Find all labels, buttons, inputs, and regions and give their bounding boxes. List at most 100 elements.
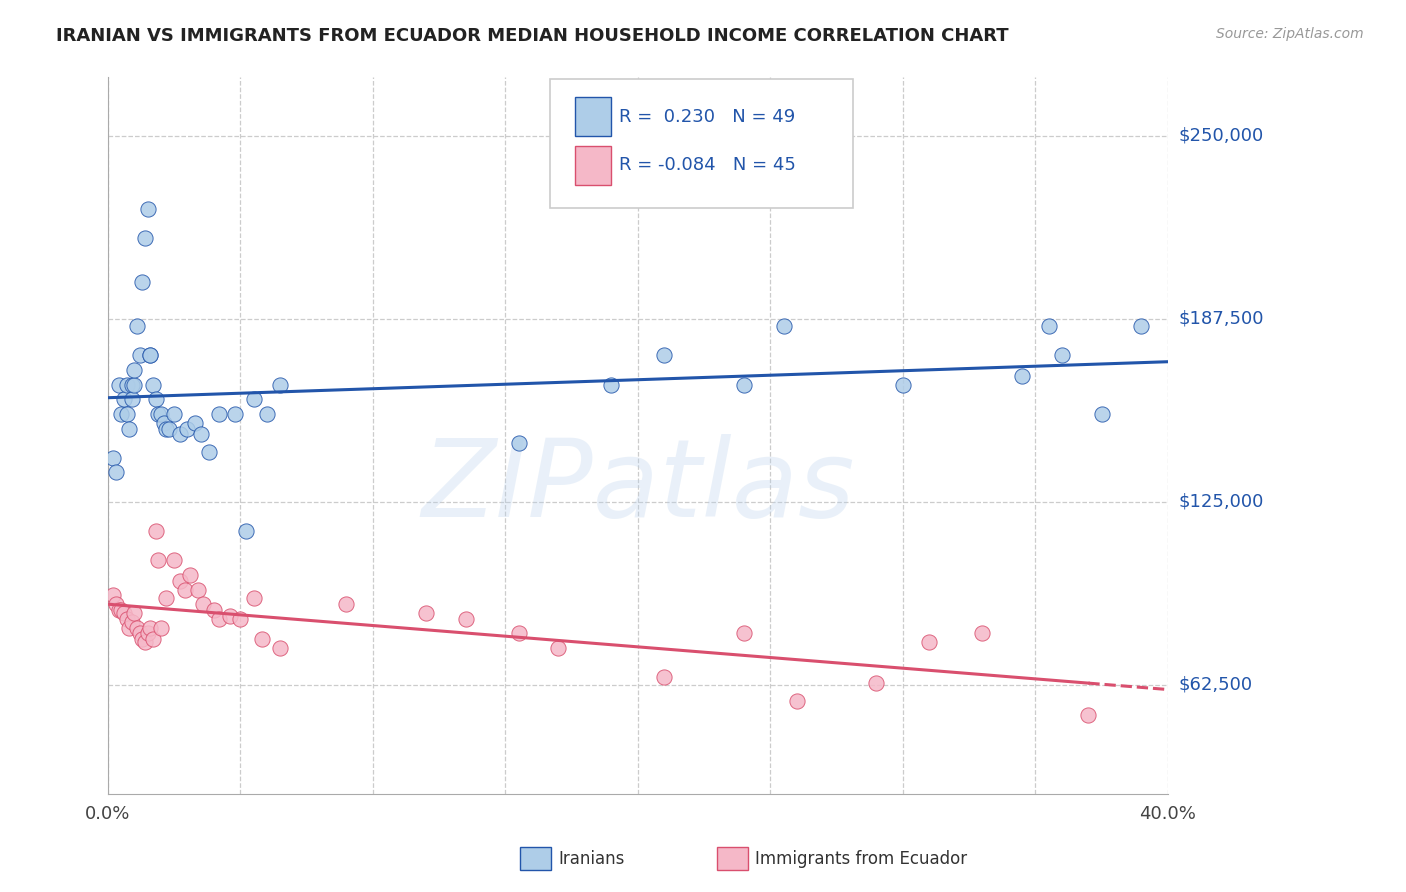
Point [1077,708,1099,723]
Point [115,377,138,392]
Point [128,626,150,640]
Point [155,421,177,435]
Point [176,421,198,435]
Point [128,348,150,362]
Point [115,612,138,626]
Point [139,348,162,362]
Point [148,407,170,421]
Point [145,524,167,538]
Point [163,553,186,567]
Point [107,603,129,617]
Point [124,606,146,620]
Point [131,632,153,647]
Point [654,670,676,684]
Point [142,377,165,392]
Point [415,606,437,620]
Point [202,603,225,617]
Text: IRANIAN VS IMMIGRANTS FROM ECUADOR MEDIAN HOUSEHOLD INCOME CORRELATION CHART: IRANIAN VS IMMIGRANTS FROM ECUADOR MEDIA… [56,27,1010,45]
Point [148,553,170,567]
Point [218,608,240,623]
Text: $187,500: $187,500 [1180,310,1264,328]
Point [256,407,278,421]
Point [169,574,191,588]
Point [152,416,174,430]
Point [124,363,146,377]
Text: $125,000: $125,000 [1180,492,1264,511]
Point [112,606,135,620]
Point [508,626,530,640]
Text: Immigrants from Ecuador: Immigrants from Ecuador [755,850,967,868]
Point [600,377,623,392]
Point [1130,319,1153,334]
Point [139,621,162,635]
Point [197,445,219,459]
Point [136,626,159,640]
Point [891,377,914,392]
Point [112,392,135,407]
Point [179,568,201,582]
Point [124,377,146,392]
Text: $250,000: $250,000 [1180,127,1264,145]
Point [1091,407,1114,421]
Point [107,377,129,392]
Point [173,582,195,597]
Point [786,694,808,708]
Text: R = -0.084   N = 45: R = -0.084 N = 45 [619,156,796,175]
Point [134,635,156,649]
Point [224,407,246,421]
Point [121,615,143,629]
Point [149,621,172,635]
Point [733,626,755,640]
Point [242,392,264,407]
Point [110,407,132,421]
Text: $62,500: $62,500 [1180,675,1253,694]
Point [121,392,143,407]
Point [103,450,125,465]
Text: ZIPatlas: ZIPatlas [422,434,855,539]
Point [208,407,231,421]
Point [733,377,755,392]
Point [139,348,162,362]
Point [149,407,172,421]
Point [208,612,231,626]
Point [250,632,273,647]
Text: Iranians: Iranians [558,850,624,868]
Point [131,275,153,289]
Point [184,416,207,430]
Point [229,612,252,626]
Point [118,421,141,435]
Point [115,407,138,421]
Point [508,436,530,450]
Point [142,632,165,647]
Point [187,582,209,597]
Point [127,621,149,635]
Point [547,641,569,656]
Point [104,597,127,611]
Point [110,603,132,617]
Text: R =  0.230   N = 49: R = 0.230 N = 49 [619,108,794,126]
Point [865,676,887,690]
Point [454,612,477,626]
Point [772,319,794,334]
Point [127,319,149,334]
Point [145,392,167,407]
Point [134,231,156,245]
Point [972,626,994,640]
Point [242,591,264,606]
Point [118,621,141,635]
Point [169,427,191,442]
Point [1038,319,1060,334]
Point [335,597,357,611]
Point [269,641,291,656]
Point [193,597,215,611]
Point [918,635,941,649]
Point [136,202,159,216]
Point [190,427,212,442]
Point [103,588,125,602]
Point [121,377,143,392]
Point [654,348,676,362]
Point [155,591,177,606]
Point [235,524,257,538]
Text: Source: ZipAtlas.com: Source: ZipAtlas.com [1216,27,1364,41]
Point [163,407,186,421]
